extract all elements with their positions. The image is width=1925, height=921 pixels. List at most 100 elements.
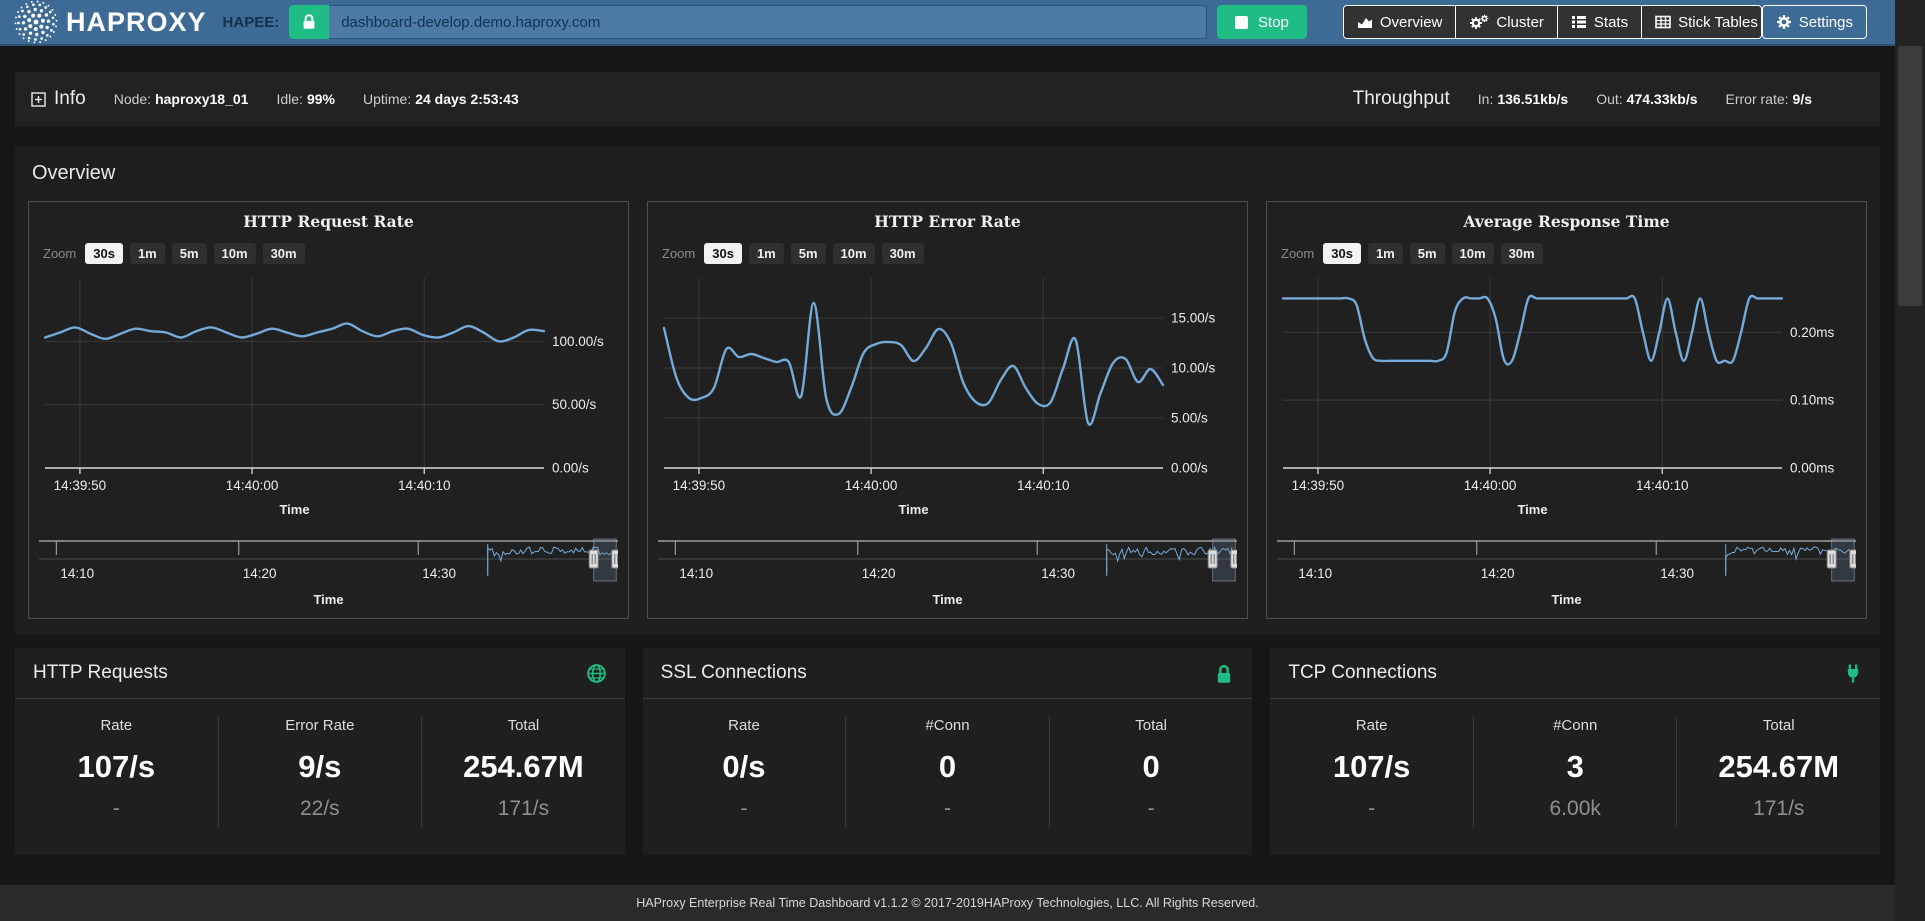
svg-text:Time: Time xyxy=(1551,592,1581,607)
metric-label: Error Rate xyxy=(219,717,422,734)
haproxy-dots-logo-icon xyxy=(14,0,58,44)
metric-sub-value: 22/s xyxy=(219,797,422,821)
nav-overview-button[interactable]: Overview xyxy=(1344,6,1456,38)
metric-sub-value: - xyxy=(846,797,1049,821)
chart-canvas[interactable]: 14:39:5014:40:0014:40:100.00/s50.00/s100… xyxy=(39,270,618,534)
chart-line xyxy=(664,303,1163,425)
zoom-10m-button[interactable]: 10m xyxy=(1452,243,1494,264)
svg-text:14:30: 14:30 xyxy=(422,566,456,581)
card-metric-total: Total254.67M171/s xyxy=(422,717,625,827)
svg-text:0.00/s: 0.00/s xyxy=(1171,461,1208,476)
svg-text:14:40:00: 14:40:00 xyxy=(845,478,898,493)
page-scrollbar[interactable] xyxy=(1895,0,1925,921)
zoom-5m-button[interactable]: 5m xyxy=(1410,243,1445,264)
chart-canvas[interactable]: 14:39:5014:40:0014:40:100.00ms0.10ms0.20… xyxy=(1277,270,1856,534)
zoom-30m-button[interactable]: 30m xyxy=(882,243,924,264)
footer: HAProxy Enterprise Real Time Dashboard v… xyxy=(0,885,1895,921)
card-metric-rate: Rate107/s- xyxy=(1270,717,1474,827)
svg-text:Time: Time xyxy=(313,592,343,607)
chart-title: HTTP Request Rate xyxy=(39,212,618,231)
brand-name: HAPROXY xyxy=(66,7,207,38)
range-selector[interactable]: 14:1014:2014:30Time xyxy=(1277,534,1856,614)
metric-value: 3 xyxy=(1474,749,1677,785)
node-info: Node:haproxy18_01 xyxy=(114,91,249,107)
zoom-5m-button[interactable]: 5m xyxy=(791,243,826,264)
gear-icon xyxy=(1776,14,1792,30)
idle-info: Idle:99% xyxy=(276,91,335,107)
range-selector[interactable]: 14:1014:2014:30Time xyxy=(39,534,618,614)
instance-url-input[interactable] xyxy=(329,5,1207,39)
scrollbar-thumb[interactable] xyxy=(1898,46,1922,306)
svg-text:0.10ms: 0.10ms xyxy=(1790,393,1835,408)
zoom-1m-button[interactable]: 1m xyxy=(749,243,784,264)
metric-label: Rate xyxy=(15,717,218,734)
svg-text:14:40:00: 14:40:00 xyxy=(226,478,279,493)
svg-text:0.20ms: 0.20ms xyxy=(1790,325,1835,340)
zoom-30s-button[interactable]: 30s xyxy=(85,243,123,264)
chart-canvas[interactable]: 14:39:5014:40:0014:40:100.00/s5.00/s10.0… xyxy=(658,270,1237,534)
info-expand-toggle[interactable]: Info xyxy=(31,88,86,110)
info-bar: Info Node:haproxy18_01 Idle:99% Uptime:2… xyxy=(15,72,1880,126)
card-title: SSL Connections xyxy=(661,662,807,684)
selector-left-handle[interactable] xyxy=(1827,550,1836,568)
card-metric-conn: #Conn0- xyxy=(846,717,1050,827)
plug-icon xyxy=(1844,663,1862,684)
zoom-1m-button[interactable]: 1m xyxy=(130,243,165,264)
selector-left-handle[interactable] xyxy=(1208,550,1217,568)
average-response-time-chart-panel: Average Response Time Zoom30s1m5m10m30m … xyxy=(1266,201,1867,619)
zoom-5m-button[interactable]: 5m xyxy=(172,243,207,264)
metric-label: #Conn xyxy=(846,717,1049,734)
zoom-30s-button[interactable]: 30s xyxy=(704,243,742,264)
card-body: Rate107/s-Error Rate9/s22/sTotal254.67M1… xyxy=(15,699,625,855)
card-body: Rate0/s-#Conn0-Total0- xyxy=(643,699,1253,855)
url-lock-badge xyxy=(289,5,329,39)
card-title: HTTP Requests xyxy=(33,662,168,684)
svg-text:14:39:50: 14:39:50 xyxy=(673,478,726,493)
throughput-in: In:136.51kb/s xyxy=(1478,91,1568,107)
metric-sub-value: 6.00k xyxy=(1474,797,1677,821)
zoom-10m-button[interactable]: 10m xyxy=(214,243,256,264)
zoom-10m-button[interactable]: 10m xyxy=(833,243,875,264)
zoom-label: Zoom xyxy=(1281,246,1314,261)
svg-text:14:40:10: 14:40:10 xyxy=(398,478,451,493)
svg-text:0.00/s: 0.00/s xyxy=(552,461,589,476)
svg-text:14:10: 14:10 xyxy=(679,566,713,581)
settings-button[interactable]: Settings xyxy=(1762,5,1867,39)
svg-text:14:10: 14:10 xyxy=(1298,566,1332,581)
tcp-connections-card: TCP Connections Rate107/s-#Conn36.00kTot… xyxy=(1270,648,1880,855)
range-selector[interactable]: 14:1014:2014:30Time xyxy=(658,534,1237,614)
svg-text:14:20: 14:20 xyxy=(243,566,277,581)
stop-button-label: Stop xyxy=(1258,14,1289,31)
throughput-label: Throughput xyxy=(1353,88,1450,110)
card-metric-errorrate: Error Rate9/s22/s xyxy=(219,717,423,827)
zoom-30m-button[interactable]: 30m xyxy=(263,243,305,264)
card-metric-rate: Rate107/s- xyxy=(15,717,219,827)
chart-line xyxy=(1283,296,1782,365)
info-label: Info xyxy=(54,88,86,110)
section-title: Overview xyxy=(32,162,1867,185)
svg-text:0.00ms: 0.00ms xyxy=(1790,461,1835,476)
zoom-30m-button[interactable]: 30m xyxy=(1501,243,1543,264)
metric-sub-value: - xyxy=(1270,797,1473,821)
metric-sub-value: 171/s xyxy=(422,797,625,821)
selector-left-handle[interactable] xyxy=(589,550,598,568)
expand-plus-icon xyxy=(31,92,46,107)
stop-button[interactable]: Stop xyxy=(1217,5,1307,39)
zoom-controls: Zoom30s1m5m10m30m xyxy=(662,243,1237,264)
metric-value: 0 xyxy=(1050,749,1253,785)
metric-label: Total xyxy=(1677,717,1880,734)
haproxy-logo: HAPROXY xyxy=(14,0,207,44)
zoom-1m-button[interactable]: 1m xyxy=(1368,243,1403,264)
gears-icon xyxy=(1469,14,1489,30)
svg-text:15.00/s: 15.00/s xyxy=(1171,311,1216,326)
nav-stick-tables-button[interactable]: Stick Tables xyxy=(1641,6,1762,38)
svg-text:5.00/s: 5.00/s xyxy=(1171,411,1208,426)
nav-stats-button[interactable]: Stats xyxy=(1557,6,1641,38)
instance-url-group xyxy=(289,5,1207,39)
metric-label: Rate xyxy=(1270,717,1473,734)
zoom-30s-button[interactable]: 30s xyxy=(1323,243,1361,264)
svg-text:Time: Time xyxy=(898,502,928,517)
http-request-rate-chart-panel: HTTP Request Rate Zoom30s1m5m10m30m 14:3… xyxy=(28,201,629,619)
nav-cluster-button[interactable]: Cluster xyxy=(1455,6,1557,38)
svg-text:14:20: 14:20 xyxy=(1481,566,1515,581)
